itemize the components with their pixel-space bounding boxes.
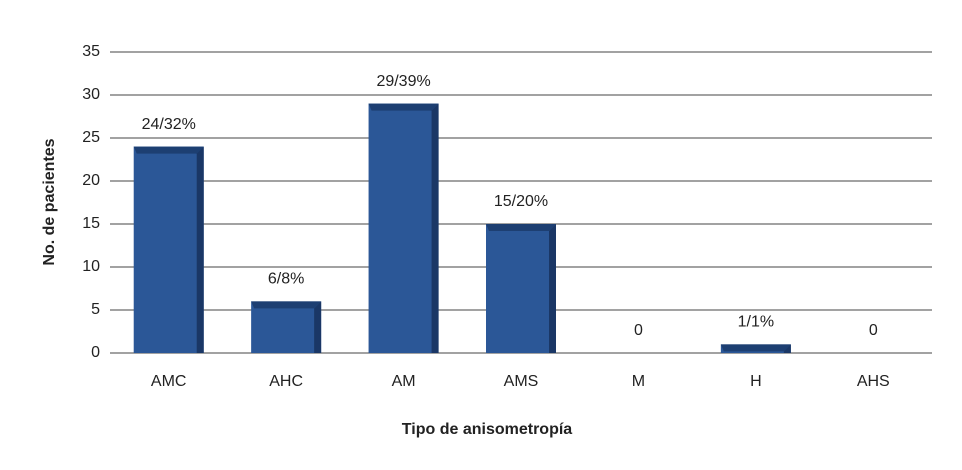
x-tick-label: AMS <box>504 373 539 390</box>
value-label: 1/1% <box>738 314 774 331</box>
y-tick-label: 35 <box>82 43 100 60</box>
bar-bevel-right <box>431 103 439 353</box>
y-tick-label: 10 <box>82 258 100 275</box>
value-label: 24/32% <box>142 116 196 133</box>
x-tick-label: H <box>750 373 762 390</box>
y-tick-label: 5 <box>91 301 100 318</box>
bar-bevel-top <box>251 301 322 309</box>
value-label: 6/8% <box>268 271 304 288</box>
bar-bevel-right <box>549 224 556 353</box>
y-tick-label: 20 <box>82 172 100 189</box>
x-axis-label: Tipo de anisometropía <box>402 421 573 438</box>
y-tick-label: 0 <box>91 344 100 361</box>
bar-bevel-right <box>783 344 791 353</box>
bar <box>251 301 322 353</box>
y-tick-label: 30 <box>82 86 100 103</box>
x-tick-label: AHC <box>269 373 303 390</box>
y-tick-label: 15 <box>82 215 100 232</box>
y-axis-label: No. de pacientes <box>41 138 58 265</box>
x-tick-label: AHS <box>857 373 890 390</box>
bar-bevel-top <box>720 344 791 352</box>
y-tick-label: 25 <box>82 129 100 146</box>
bar-bevel-right <box>314 301 322 353</box>
value-label: 29/39% <box>376 73 430 90</box>
bar-bevel-top <box>486 224 556 231</box>
bar <box>133 146 204 353</box>
value-label: 0 <box>869 322 878 339</box>
x-tick-label: M <box>632 373 645 390</box>
bar-bevel-right <box>196 146 204 353</box>
bar-bevel-top <box>368 103 439 111</box>
x-tick-label: AM <box>392 373 416 390</box>
value-label: 0 <box>634 322 643 339</box>
bar-bevel-top <box>133 146 204 154</box>
bar <box>368 103 439 353</box>
value-label: 15/20% <box>494 193 548 210</box>
x-tick-label: AMC <box>151 373 187 390</box>
bar <box>486 224 556 353</box>
